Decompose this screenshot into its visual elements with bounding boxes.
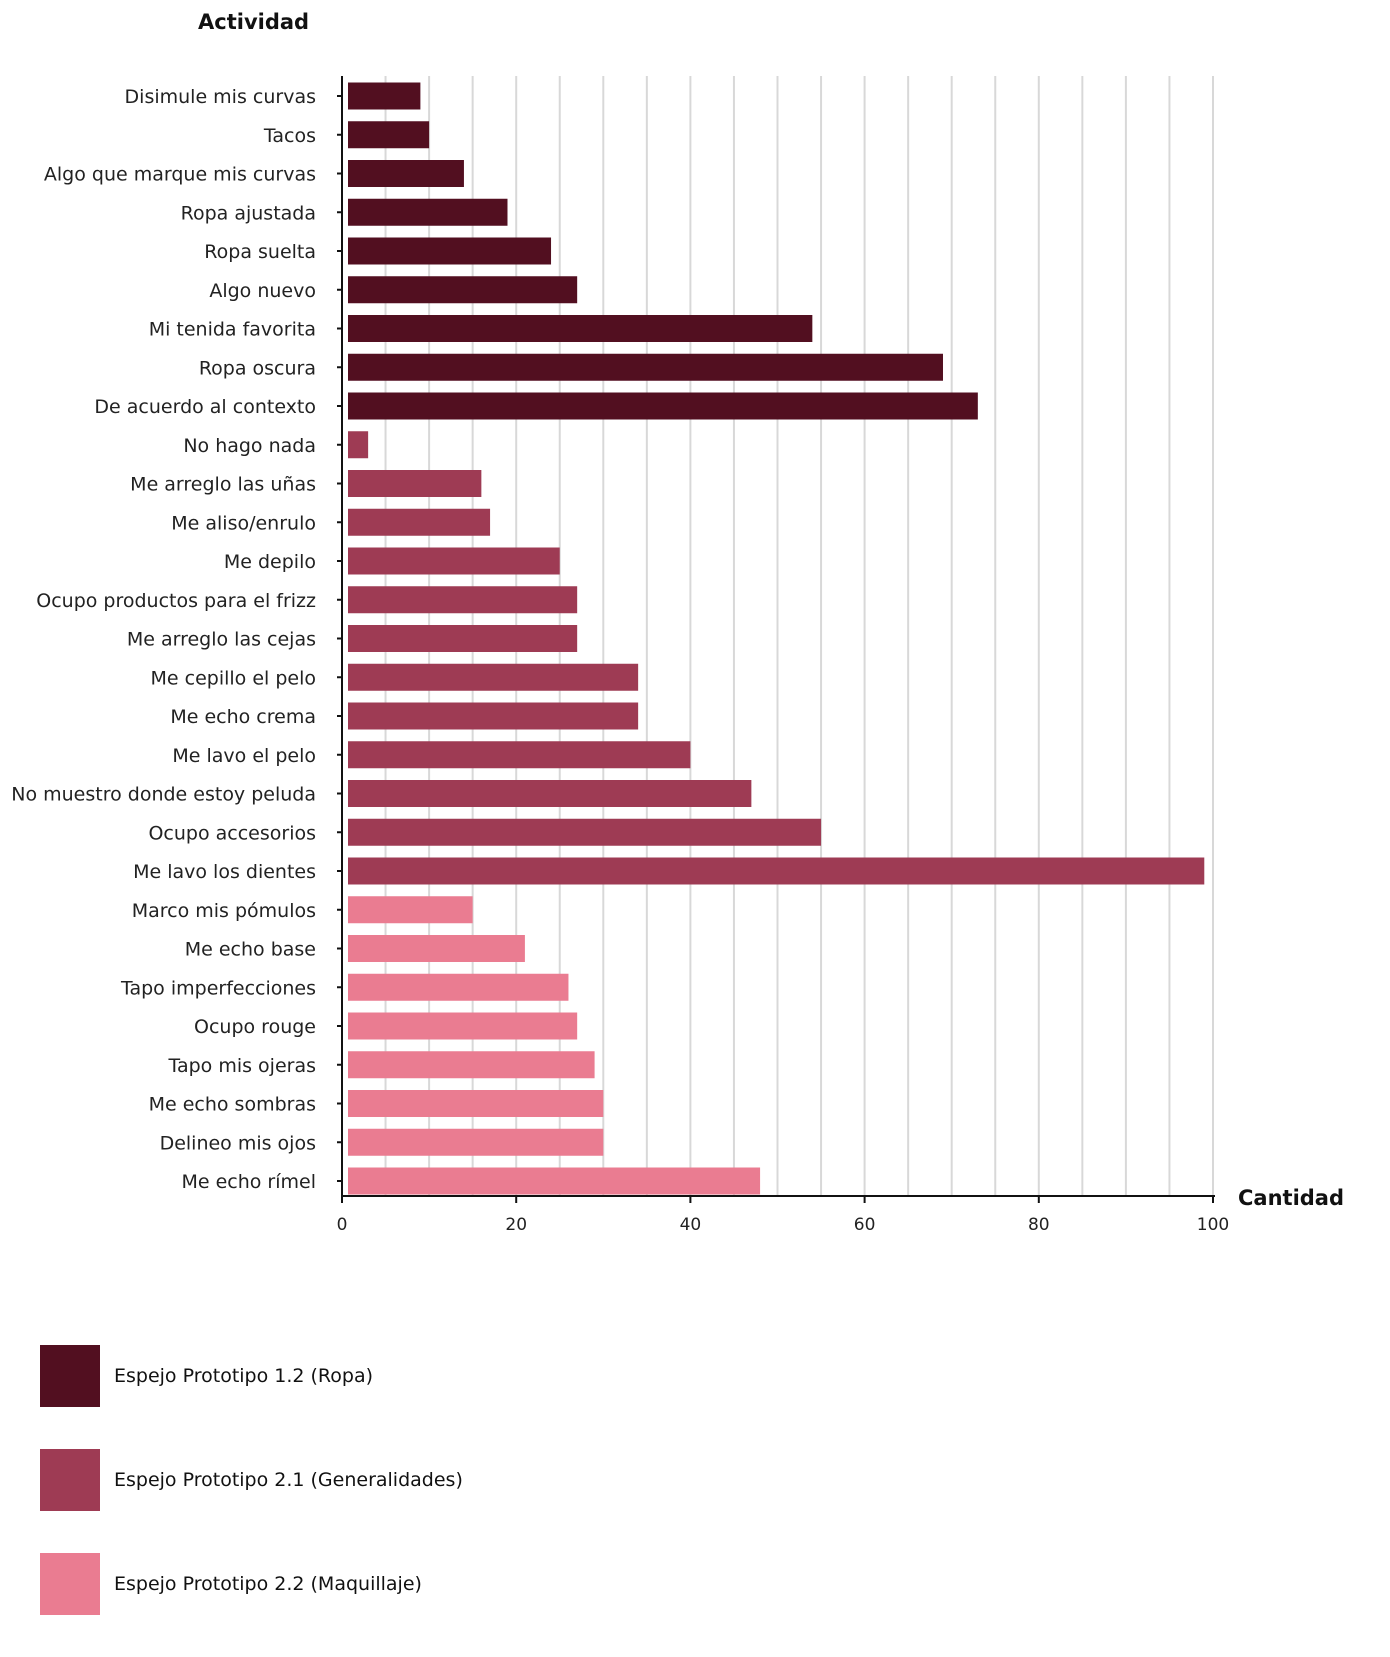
bar	[348, 1128, 604, 1156]
category-label: Me depilo	[224, 551, 316, 573]
bar	[348, 431, 369, 459]
category-label: Me arreglo las cejas	[127, 629, 316, 651]
bar	[348, 973, 569, 1001]
category-label: No muestro donde estoy peluda	[11, 784, 316, 806]
bar	[348, 741, 691, 769]
bar	[348, 857, 1205, 885]
bar-chart: Disimule mis curvas Tacos Algo que marque …	[11, 10, 1344, 1235]
category-label: Me echo base	[185, 939, 316, 961]
legend-label-maquillaje: Espejo Prototipo 2.2 (Maquillaje)	[114, 1573, 422, 1595]
category-label: Tapo mis ojeras	[167, 1055, 316, 1077]
category-label: Ocupo accesorios	[148, 822, 316, 844]
bar	[348, 392, 978, 420]
bar	[348, 586, 578, 614]
bar	[348, 121, 430, 149]
bar	[348, 818, 822, 846]
category-label: Me aliso/enrulo	[171, 512, 316, 534]
bar	[348, 315, 813, 342]
x-ticks: 0 20 40 60 80 100	[337, 1196, 1229, 1235]
category-label: Me echo sombras	[149, 1094, 316, 1116]
category-label: Me echo rímel	[181, 1171, 316, 1193]
legend-swatch-generalidades	[40, 1449, 100, 1511]
x-tick-label: 0	[337, 1215, 348, 1235]
bar	[348, 470, 482, 497]
bar	[348, 780, 752, 807]
x-tick-label: 40	[680, 1215, 702, 1235]
bar	[348, 508, 491, 536]
bar	[348, 1051, 595, 1079]
bar	[348, 160, 464, 187]
category-label: Me cepillo el pelo	[151, 667, 316, 689]
category-label: De acuerdo al contexto	[94, 396, 316, 418]
bar	[348, 198, 508, 226]
category-label: Disimule mis curvas	[125, 86, 316, 108]
bar	[348, 663, 639, 691]
bar	[348, 1090, 604, 1117]
category-label: Tacos	[263, 125, 316, 147]
bar	[348, 353, 943, 381]
x-tick-label: 20	[505, 1215, 527, 1235]
category-label: Ocupo productos para el frizz	[36, 590, 316, 612]
category-label: Ocupo rouge	[194, 1016, 316, 1038]
bars	[337, 82, 1205, 1195]
legend-label-generalidades: Espejo Prototipo 2.1 (Generalidades)	[114, 1469, 463, 1491]
legend-item-ropa: Espejo Prototipo 1.2 (Ropa)	[40, 1345, 740, 1407]
category-label: Marco mis pómulos	[132, 900, 316, 922]
bar	[348, 935, 525, 962]
category-label: Mi tenida favorita	[149, 319, 316, 341]
bar	[348, 276, 578, 304]
y-axis-title: Actividad	[198, 10, 309, 34]
category-labels: Disimule mis curvas Tacos Algo que marque …	[11, 86, 316, 1193]
category-label: Me lavo los dientes	[133, 861, 316, 883]
x-tick-label: 80	[1028, 1215, 1050, 1235]
category-label: No hago nada	[183, 435, 316, 457]
x-tick-label: 100	[1197, 1215, 1229, 1235]
bar	[348, 547, 560, 575]
x-axis-title: Cantidad	[1238, 1186, 1344, 1210]
legend-swatch-maquillaje	[40, 1553, 100, 1615]
legend-item-generalidades: Espejo Prototipo 2.1 (Generalidades)	[40, 1449, 740, 1511]
category-label: Me lavo el pelo	[172, 745, 316, 767]
category-label: Tapo imperfecciones	[120, 977, 316, 999]
category-label: Algo nuevo	[209, 280, 316, 302]
legend-swatch-ropa	[40, 1345, 100, 1407]
bar	[348, 82, 421, 110]
bar	[348, 1012, 578, 1040]
category-label: Me arreglo las uñas	[130, 474, 316, 496]
grid-lines	[384, 76, 1214, 1196]
legend-label-ropa: Espejo Prototipo 1.2 (Ropa)	[114, 1365, 374, 1387]
legend: Espejo Prototipo 1.2 (Ropa) Espejo Proto…	[40, 1345, 740, 1657]
category-label: Algo que marque mis curvas	[44, 164, 316, 186]
bar	[348, 237, 552, 265]
bar	[348, 896, 473, 924]
category-label: Me echo crema	[170, 706, 316, 728]
bar	[348, 1167, 761, 1195]
category-label: Ropa ajustada	[181, 202, 316, 224]
category-label: Ropa oscura	[199, 357, 316, 379]
x-tick-label: 60	[854, 1215, 876, 1235]
bar	[348, 625, 578, 652]
bar	[348, 702, 639, 730]
category-label: Delineo mis ojos	[160, 1132, 316, 1154]
category-label: Ropa suelta	[204, 241, 316, 263]
legend-item-maquillaje: Espejo Prototipo 2.2 (Maquillaje)	[40, 1553, 740, 1615]
